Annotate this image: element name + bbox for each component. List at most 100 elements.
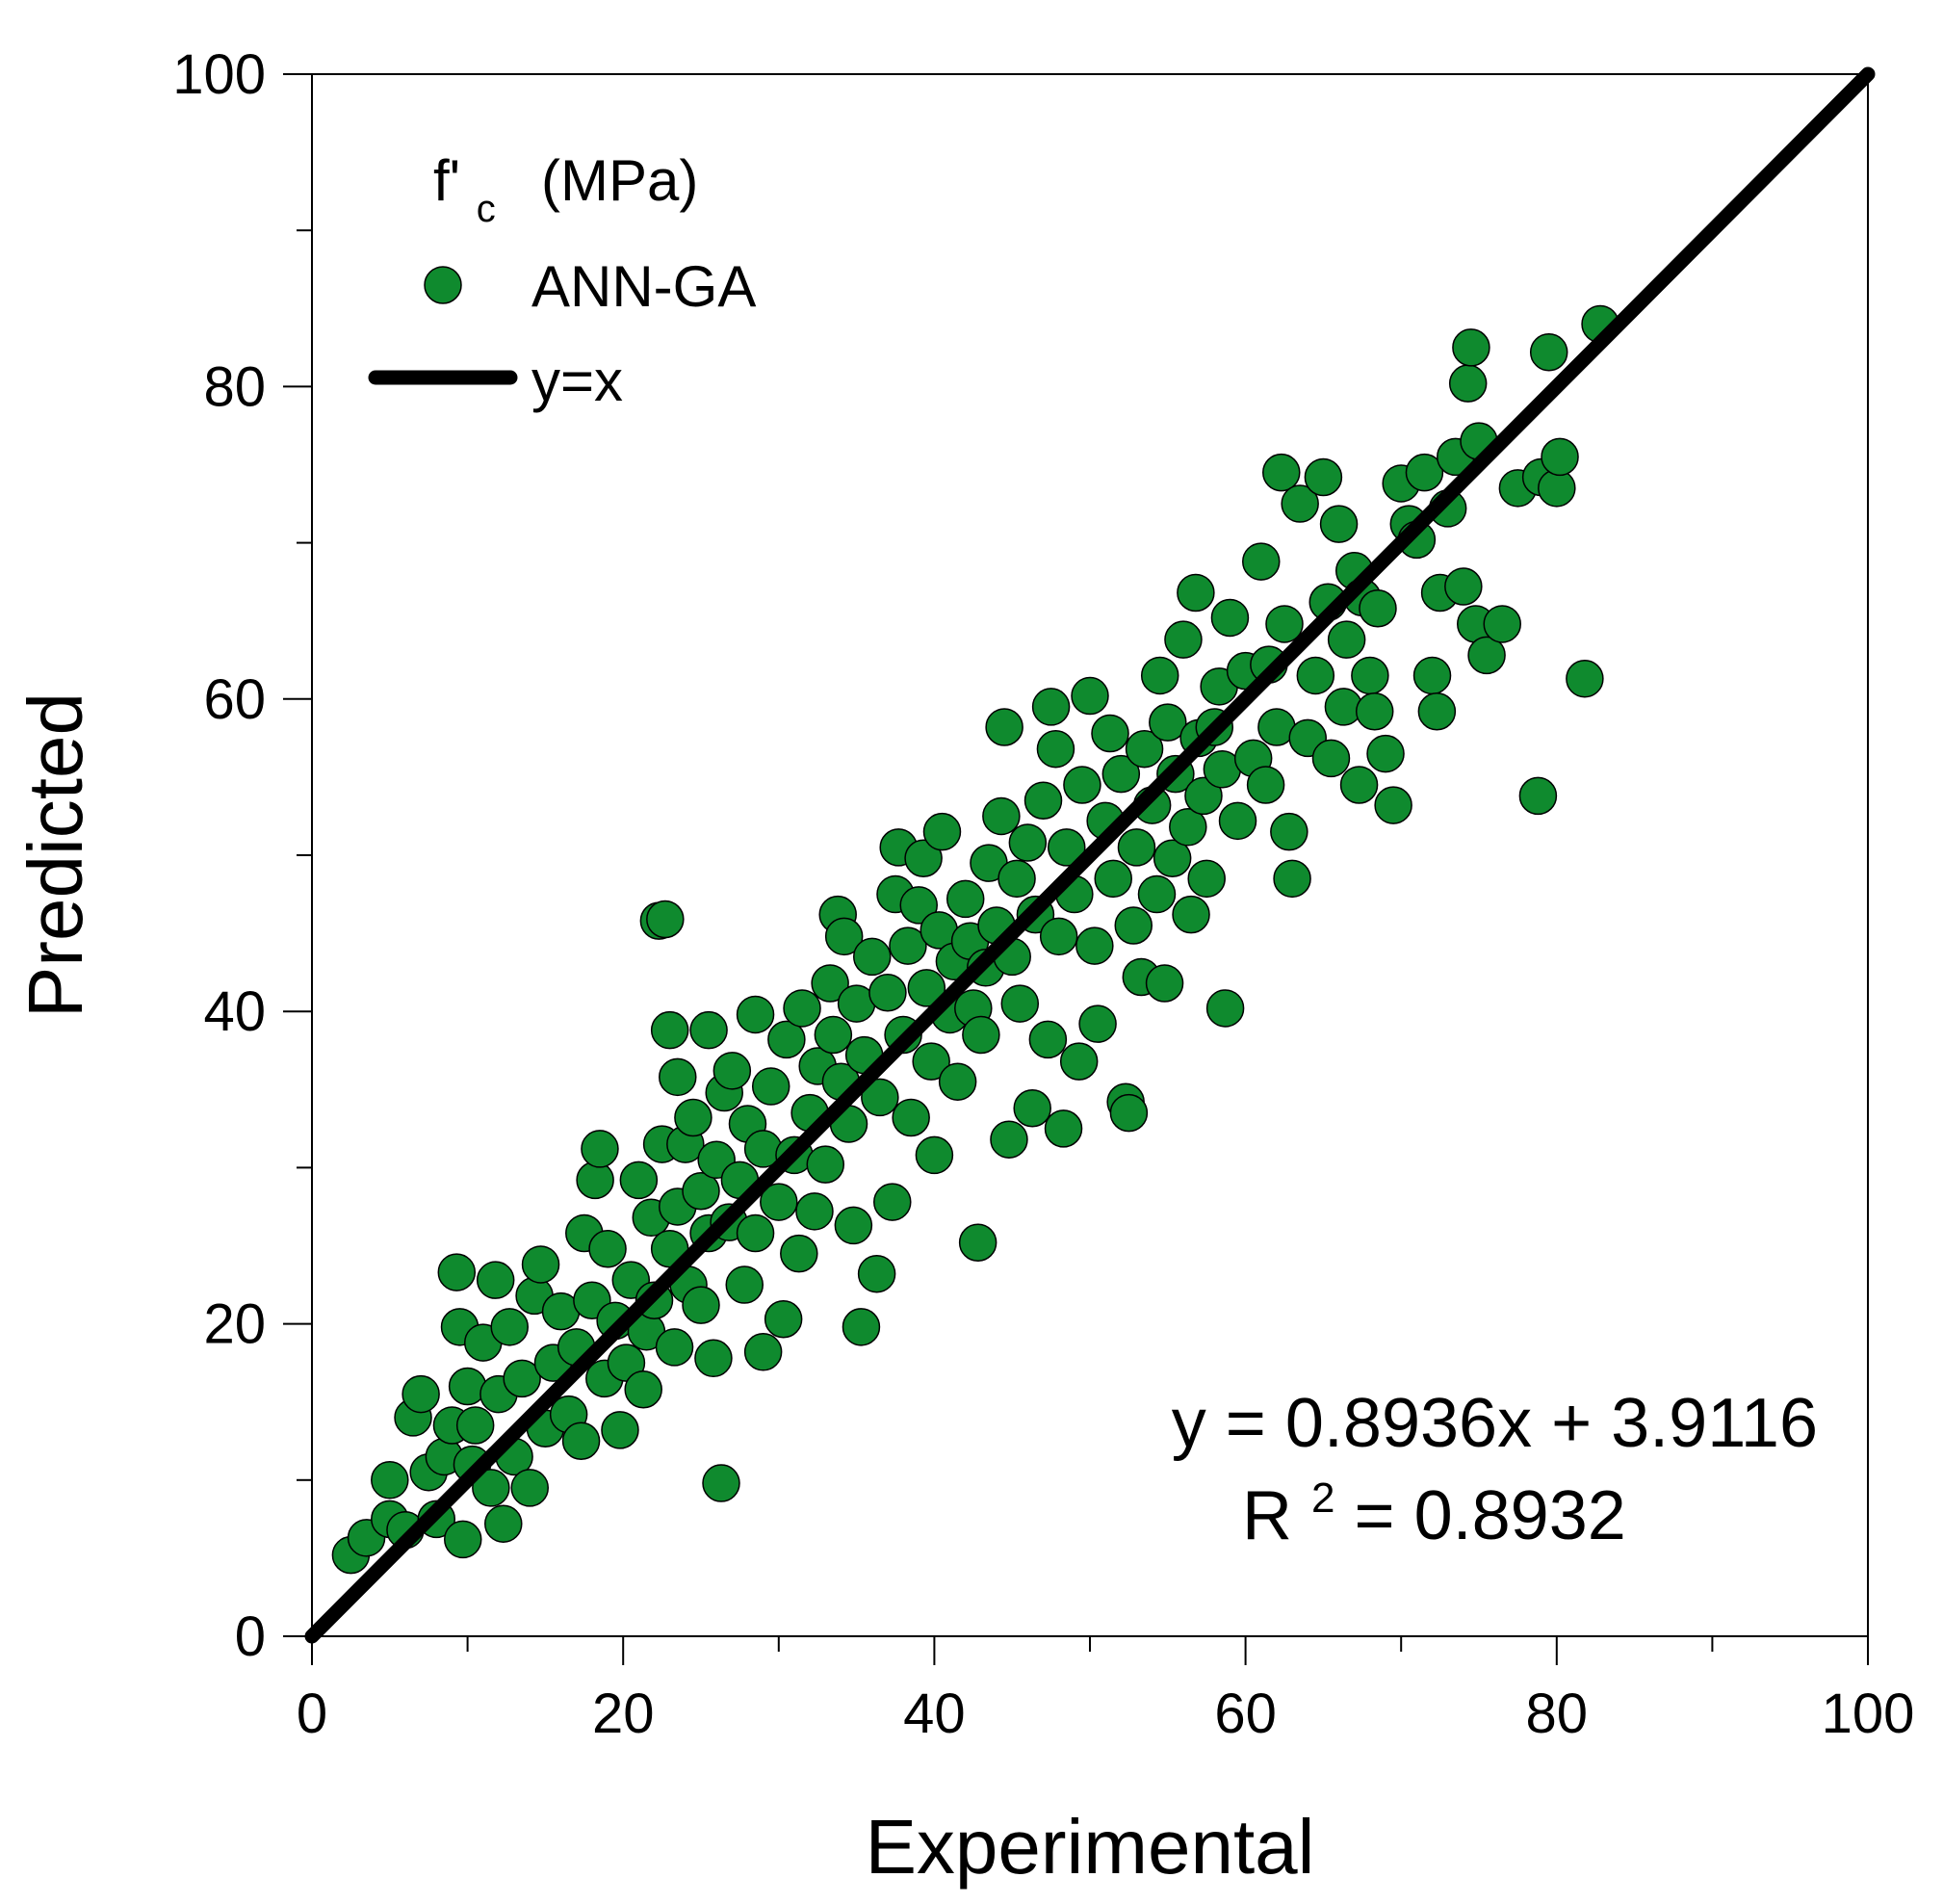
data-point — [561, 1421, 601, 1460]
x-tick-label: 20 — [592, 1682, 655, 1745]
data-point — [712, 1052, 752, 1090]
legend-marker-ann-ga — [424, 266, 462, 304]
data-point — [650, 1010, 689, 1050]
data-point — [834, 1206, 873, 1245]
data-point — [1101, 754, 1141, 794]
data-point — [659, 1057, 697, 1097]
legend-label-ann-ga: ANN-GA — [531, 254, 756, 319]
data-point — [1091, 714, 1129, 753]
data-point — [1355, 692, 1394, 731]
data-point — [1218, 801, 1257, 841]
data-point — [938, 1062, 977, 1101]
legend-title-subscript: c — [477, 188, 496, 230]
data-point — [725, 1265, 764, 1304]
data-point — [824, 917, 864, 956]
data-point — [1114, 906, 1153, 945]
data-point — [899, 886, 938, 925]
data-point — [853, 937, 892, 977]
data-point — [922, 812, 962, 851]
data-point — [1210, 598, 1250, 638]
data-point — [682, 1286, 720, 1324]
data-point — [1246, 766, 1285, 804]
data-point — [814, 1015, 853, 1055]
data-point — [1117, 828, 1156, 867]
legend: f' c (MPa) ANN-GA y=x — [368, 148, 756, 413]
data-point — [904, 839, 943, 877]
legend-label-y-equals-x: y=x — [531, 349, 623, 413]
data-point — [1044, 1109, 1083, 1148]
data-point — [601, 1411, 639, 1449]
data-point — [1281, 484, 1319, 523]
data-point — [1149, 703, 1187, 742]
data-point — [1452, 328, 1490, 367]
data-point — [1339, 766, 1379, 804]
data-point — [1172, 895, 1210, 934]
x-tick-label: 100 — [1822, 1682, 1915, 1745]
reference-line-y-equals-x — [304, 66, 1876, 1644]
data-point — [861, 1078, 899, 1117]
data-point — [1075, 926, 1114, 965]
data-point — [1359, 588, 1397, 628]
data-point — [1327, 620, 1366, 659]
data-point — [907, 969, 946, 1007]
axis-ticks — [283, 73, 1869, 1665]
data-point — [1265, 605, 1304, 643]
data-point — [997, 859, 1036, 899]
data-point — [1319, 505, 1359, 543]
data-point — [1000, 984, 1040, 1023]
data-point — [1039, 917, 1078, 956]
legend-title-main: f' — [433, 148, 460, 213]
data-point — [1137, 874, 1177, 914]
data-point — [1145, 964, 1184, 1003]
y-tick-label: 20 — [203, 1293, 266, 1356]
data-point — [1270, 812, 1308, 851]
x-tick-label: 60 — [1214, 1682, 1277, 1745]
data-point — [1351, 656, 1389, 695]
data-point — [694, 1339, 733, 1378]
data-point — [646, 900, 685, 939]
data-point — [619, 1161, 659, 1200]
data-point — [1467, 636, 1506, 675]
data-point — [371, 1461, 409, 1500]
data-point — [1169, 808, 1207, 847]
legend-title: f' c (MPa) — [433, 148, 698, 234]
data-point — [736, 995, 775, 1034]
data-point — [1444, 567, 1483, 606]
data-point — [581, 1130, 619, 1168]
data-point — [510, 1469, 549, 1507]
data-point — [1311, 739, 1351, 778]
data-point — [702, 1464, 740, 1502]
data-point — [490, 1308, 529, 1346]
data-point — [946, 879, 985, 919]
data-point — [806, 1145, 845, 1184]
y-tick-label: 100 — [172, 43, 266, 106]
data-point — [1187, 859, 1226, 899]
data-point — [760, 1183, 798, 1221]
r-squared-value: = 0.8932 — [1355, 1477, 1626, 1554]
data-point — [982, 796, 1021, 836]
y-tick-label: 80 — [203, 355, 266, 418]
data-point — [1153, 839, 1192, 877]
axis-tick-labels: 0 20 40 60 80 100 0 20 40 60 80 100 — [172, 43, 1914, 1745]
data-point — [455, 1406, 495, 1445]
r-squared-superscript: 2 — [1311, 1474, 1334, 1522]
data-point — [1059, 1042, 1099, 1081]
data-point — [1205, 989, 1245, 1028]
data-point — [1094, 859, 1132, 899]
data-point — [764, 1299, 803, 1339]
data-point — [1405, 453, 1444, 492]
r-squared-prefix: R — [1242, 1477, 1292, 1554]
data-point — [1177, 573, 1215, 613]
data-point — [476, 1261, 515, 1299]
regression-equation: y = 0.8936x + 3.9116 — [1172, 1385, 1818, 1462]
data-point — [1008, 823, 1048, 862]
data-point — [1366, 734, 1405, 773]
data-point — [857, 1254, 896, 1293]
data-point — [751, 1067, 790, 1106]
r-squared-annotation: R 2 = 0.8932 — [1242, 1450, 1626, 1554]
data-point — [1184, 776, 1223, 816]
data-point — [484, 1504, 523, 1543]
data-point — [1164, 620, 1203, 659]
data-point — [736, 1213, 775, 1253]
data-point — [1109, 1093, 1149, 1133]
